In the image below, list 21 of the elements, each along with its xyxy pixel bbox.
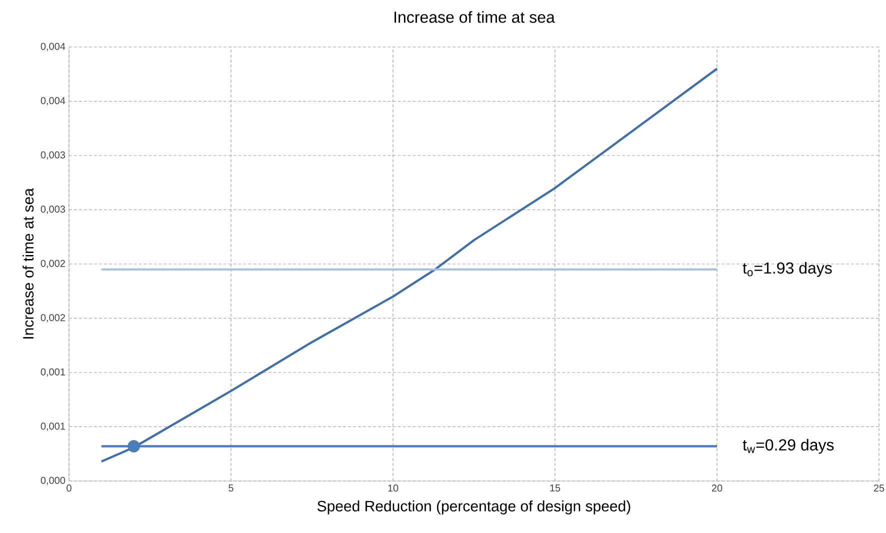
x-axis-title: Speed Reduction (percentage of design speed) — [317, 500, 630, 514]
x-tick-label: 5 — [228, 484, 234, 492]
y-tick-label: 0,001 — [40, 422, 65, 431]
y-tick-label: 0,004 — [40, 42, 66, 52]
x-tick-label: 20 — [712, 484, 722, 492]
x-tick-label: 25 — [874, 484, 884, 492]
annotation: t$_{o}$=1.93 days — [742, 262, 832, 277]
y-tick-label: 0,002 — [40, 314, 65, 322]
y-tick-label: 0,000 — [40, 476, 66, 486]
y-axis-title: Increase of time at sea — [22, 188, 34, 338]
line-series — [100, 68, 718, 463]
x-tick-label: 15 — [550, 484, 560, 492]
y-tick-label: 0,003 — [40, 151, 66, 160]
x-tick-label: 0 — [66, 484, 72, 492]
y-tick-label: 0,003 — [40, 206, 66, 214]
annotation: t$_{w}$=0.29 days — [742, 438, 834, 454]
y-tick-label: 0,001 — [40, 368, 65, 377]
y-tick-label: 0,002 — [40, 260, 65, 268]
chart-title: Increase of time at sea — [394, 11, 555, 23]
x-tick-label: 10 — [388, 484, 398, 492]
y-tick-label: 0,004 — [40, 97, 66, 106]
